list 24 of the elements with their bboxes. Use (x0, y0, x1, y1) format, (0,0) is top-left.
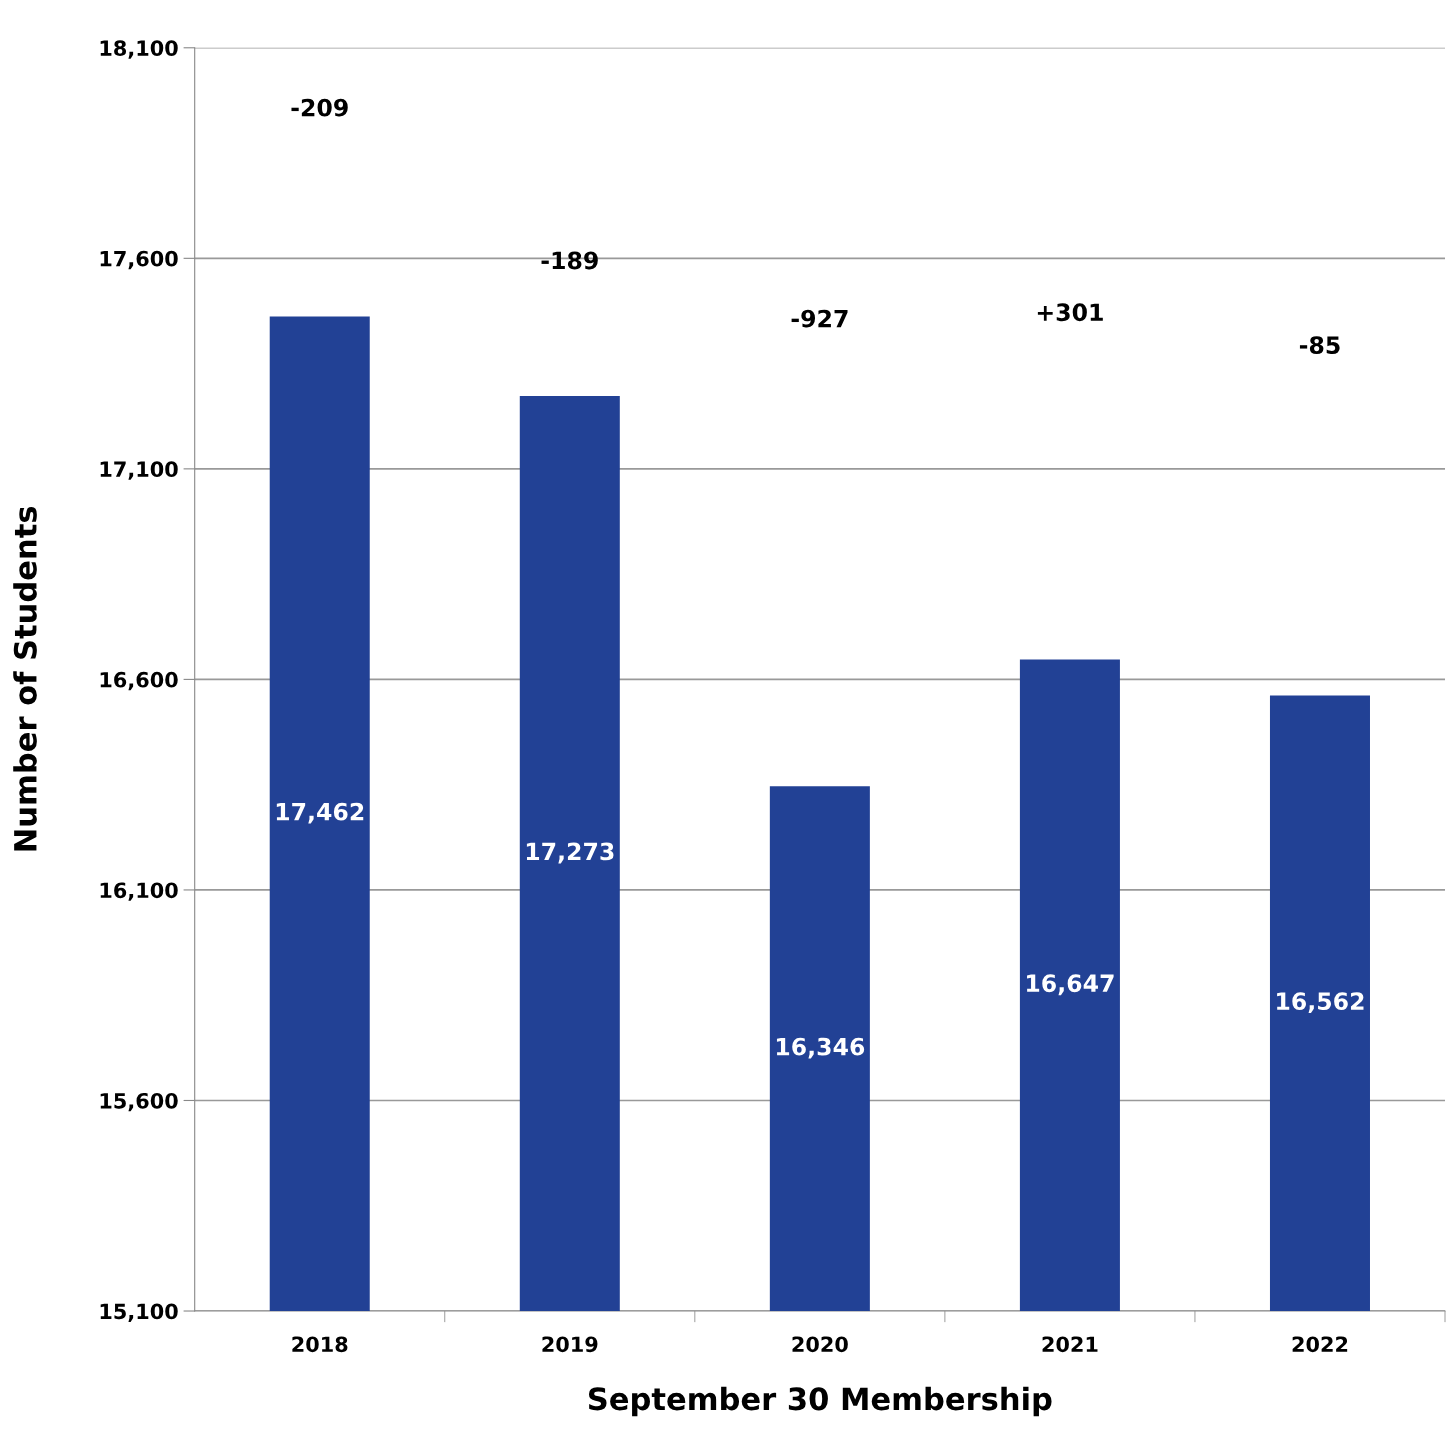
x-tick-label: 2021 (1042, 1336, 1098, 1353)
annotation: -209 (291, 98, 348, 117)
annotation: -189 (541, 251, 598, 270)
y-tick-label: 17,100 (100, 461, 178, 480)
x-axis-title: September 30 Membership (588, 1386, 1052, 1417)
data-label: 16,647 (1027, 974, 1114, 996)
data-label: 16,346 (776, 1037, 865, 1059)
data-label: 16,562 (1277, 992, 1364, 1014)
x-tick-label: 2018 (292, 1336, 348, 1353)
annotation: -85 (1299, 336, 1340, 355)
y-tick-label: 16,100 (100, 882, 178, 901)
annotation: +301 (1037, 303, 1103, 322)
data-label: 17,462 (276, 802, 364, 824)
y-tick-label: 17,600 (100, 250, 178, 270)
x-tick-label: 2022 (1292, 1336, 1348, 1353)
y-axis-title: Number of Students (13, 506, 37, 851)
x-tick-label: 2020 (792, 1336, 848, 1353)
y-tick-label: 15,600 (100, 1092, 178, 1112)
y-tick-label: 15,100 (100, 1303, 178, 1322)
annotation: -927 (791, 309, 848, 328)
data-label: 17,273 (526, 842, 614, 864)
x-tick-label: 2019 (542, 1336, 598, 1353)
y-tick-label: 16,600 (100, 671, 178, 691)
y-tick-label: 18,100 (100, 40, 178, 59)
